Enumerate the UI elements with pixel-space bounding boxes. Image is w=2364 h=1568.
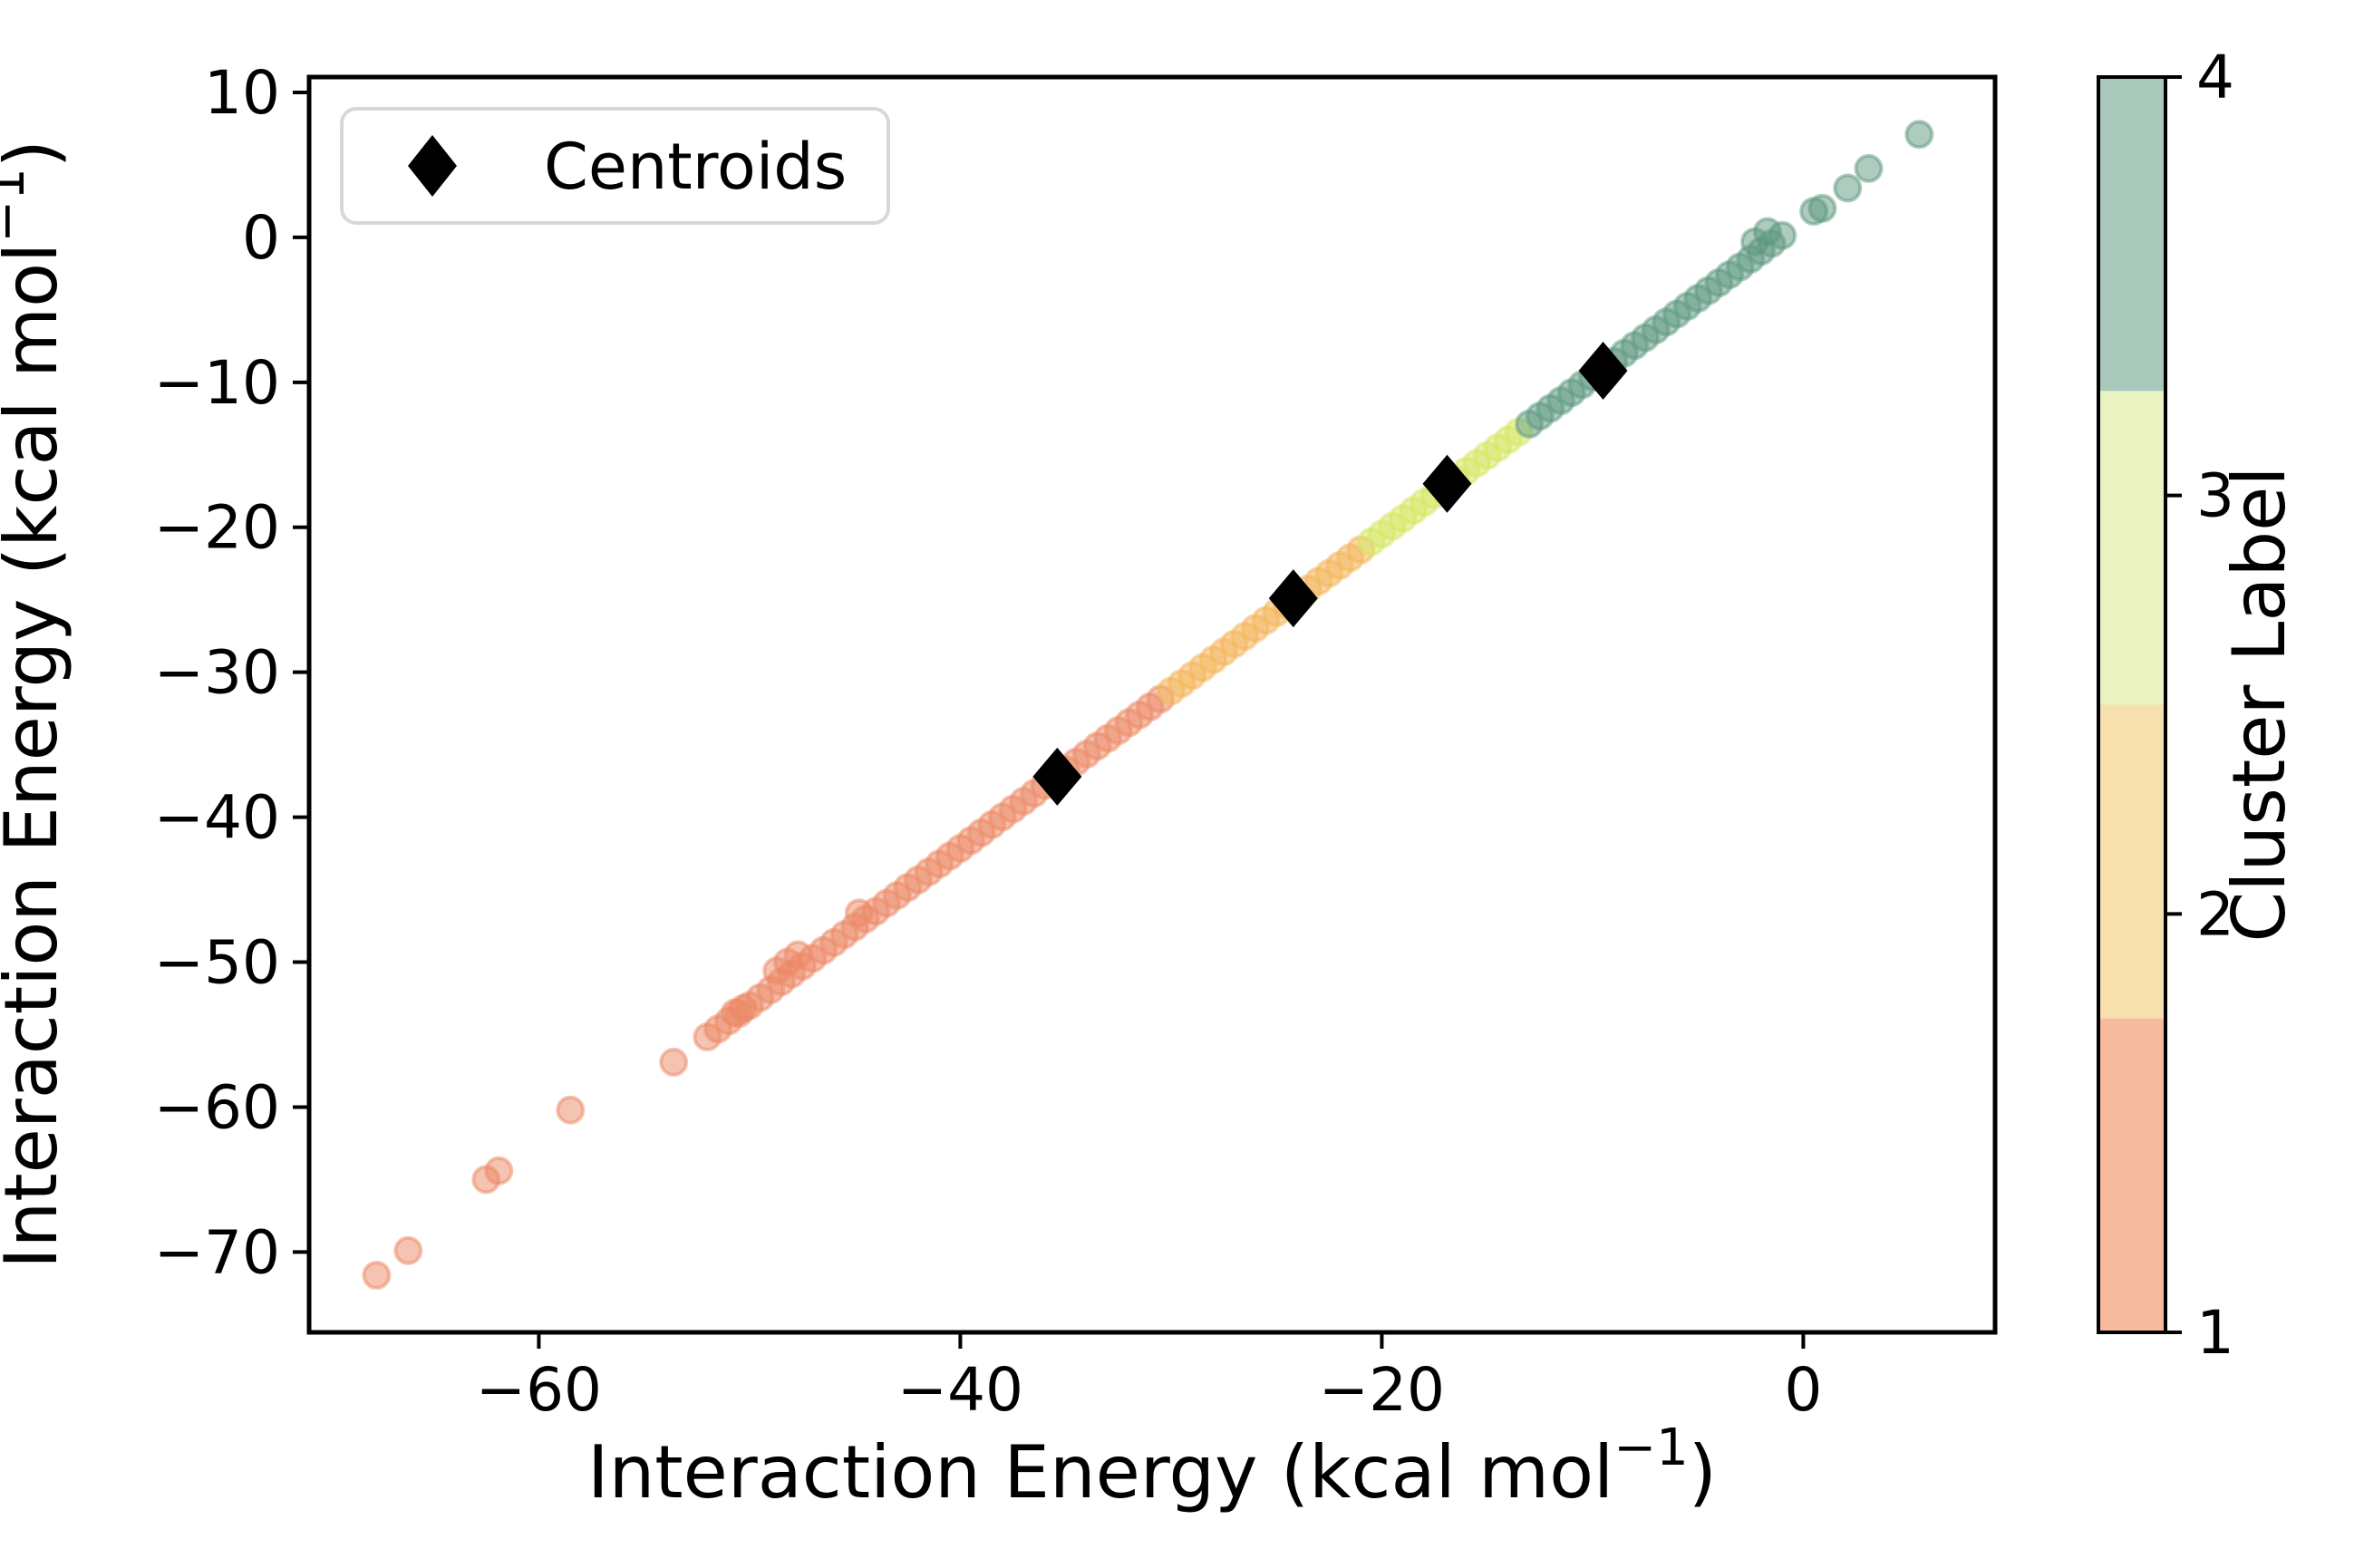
x-axis-label: Interaction Energy (kcal mol−1) (587, 1418, 1717, 1515)
x-tick-label: −60 (476, 1355, 602, 1425)
scatter-point (484, 1156, 514, 1186)
colorbar-segments (2098, 77, 2165, 1333)
y-axis-ticks: 10 0 −10 −20 −30 −40 −50 −60 −70 (154, 58, 309, 1287)
x-tick-label: 0 (1784, 1355, 1822, 1425)
colorbar-tick-label: 2 (2196, 879, 2234, 949)
x-axis-label-superscript: −1 (1613, 1418, 1689, 1477)
colorbar-ticks: 4 3 2 1 (2165, 43, 2234, 1368)
scatter-point (1854, 153, 1884, 183)
x-axis-label-text: Interaction Energy (kcal mol (587, 1430, 1613, 1515)
axes-frame (306, 74, 1998, 1335)
scatter-point (1904, 120, 1934, 150)
scatter-point (659, 1047, 689, 1077)
colorbar-segment (2098, 391, 2165, 706)
y-tick-label: −30 (154, 638, 280, 708)
colorbar-outline (2097, 75, 2167, 1334)
y-tick-label: −70 (154, 1217, 280, 1287)
scatter-point (1807, 193, 1837, 223)
colorbar-segment (2098, 1018, 2165, 1333)
y-tick-label: 0 (242, 203, 280, 273)
colorbar: 4 3 2 1 Cluster Label (2097, 43, 2301, 1368)
centroid-marker (1268, 569, 1318, 628)
scatter-point (1752, 217, 1782, 247)
x-tick-label: −20 (1319, 1355, 1445, 1425)
x-axis-label-close: ) (1689, 1430, 1717, 1515)
scatter-point (393, 1235, 423, 1265)
centroid-marker (1578, 342, 1628, 401)
y-tick-label: −40 (154, 783, 280, 853)
scatter-point (783, 940, 813, 970)
scatter-point (362, 1261, 392, 1290)
centroid-marker (1422, 454, 1472, 513)
y-axis-label-close: ) (0, 140, 73, 168)
centroid-marker (1032, 747, 1082, 806)
colorbar-segment (2098, 77, 2165, 392)
legend-label: Centroids (544, 130, 847, 204)
scatter-point (1833, 173, 1863, 203)
colorbar-label: Cluster Label (2217, 466, 2301, 942)
y-tick-label: −10 (154, 348, 280, 418)
legend-box (340, 107, 890, 225)
colorbar-tick-label: 4 (2196, 43, 2234, 112)
colorbar-tick-label: 1 (2196, 1298, 2234, 1368)
scatter-point (844, 898, 874, 928)
y-axis-label: Interaction Energy (kcal mol−1) (0, 140, 73, 1269)
legend-diamond-icon (408, 135, 457, 197)
y-tick-label: 10 (204, 58, 280, 128)
y-axis-label-text: Interaction Energy (kcal mol (0, 243, 73, 1269)
y-tick-label: −20 (154, 493, 280, 563)
y-tick-label: −60 (154, 1072, 280, 1142)
centroids-layer (1032, 342, 1628, 806)
legend: Centroids (340, 107, 890, 225)
scatter-point (556, 1095, 586, 1125)
colorbar-segment (2098, 704, 2165, 1020)
y-tick-label: −50 (154, 928, 280, 998)
x-axis-ticks: −60 −40 −20 0 (476, 1332, 1822, 1425)
colorbar-tick-label: 3 (2196, 461, 2234, 531)
y-axis-label-superscript: −1 (0, 168, 36, 243)
x-tick-label: −40 (897, 1355, 1023, 1425)
